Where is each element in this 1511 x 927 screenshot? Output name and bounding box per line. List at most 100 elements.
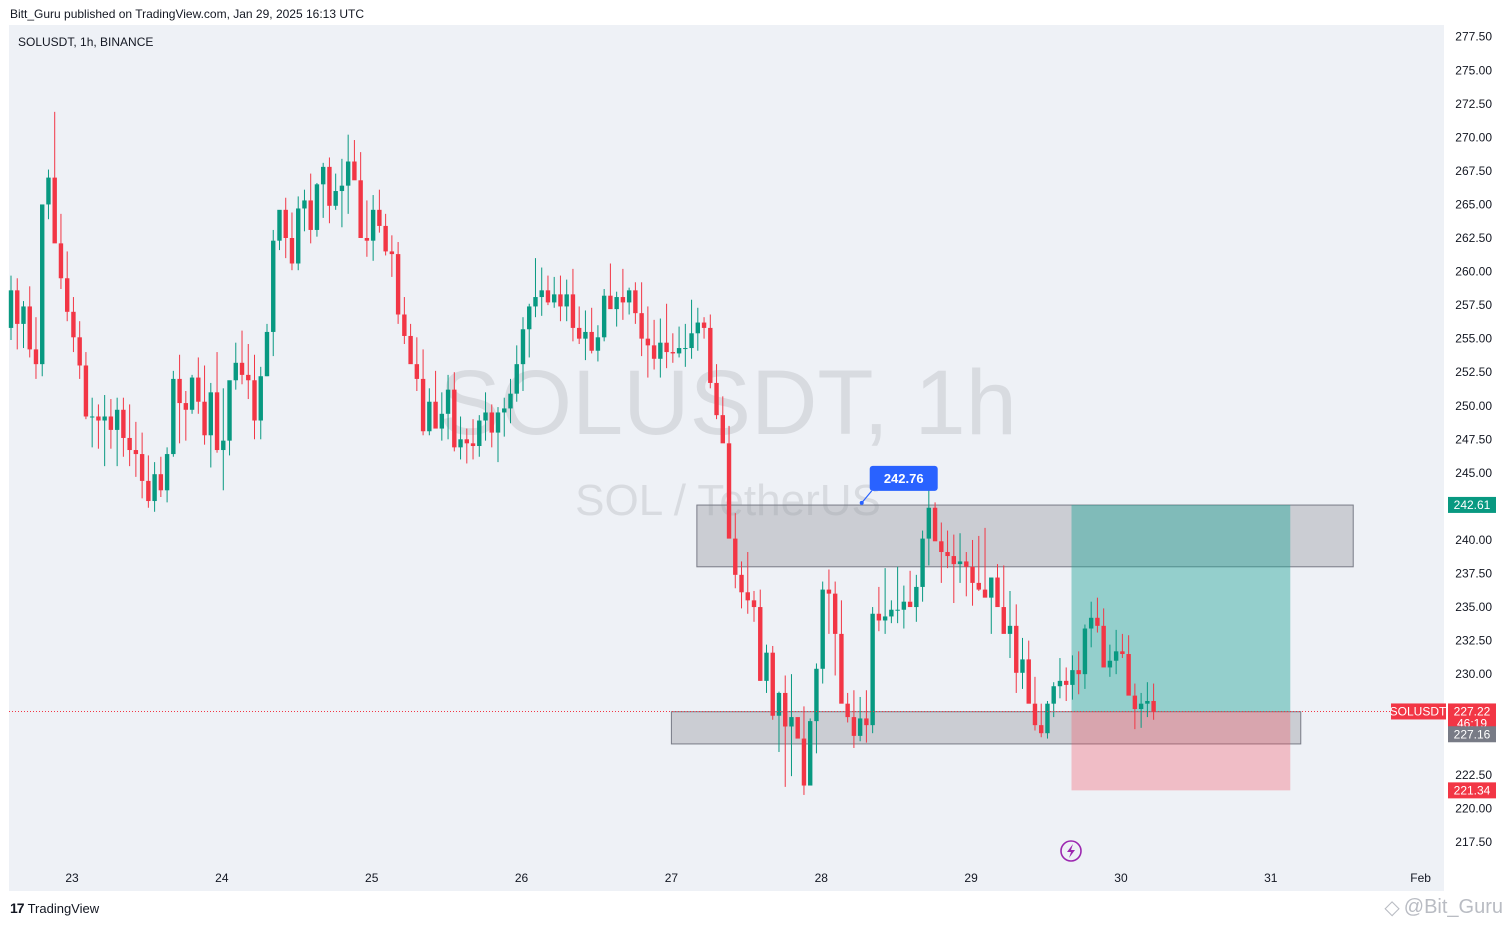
candle-body <box>420 378 426 432</box>
resistance-zone[interactable] <box>696 504 1354 568</box>
x-tick-label: 26 <box>515 871 529 885</box>
candle <box>383 213 388 256</box>
candle-body <box>1088 617 1094 629</box>
candle-body <box>133 450 139 455</box>
plot-area[interactable] <box>9 25 1444 891</box>
candle <box>33 317 39 379</box>
callout-box[interactable] <box>869 465 938 491</box>
tradingview-logo[interactable]: 17 TradingView <box>10 900 99 916</box>
candle <box>339 158 345 228</box>
candle <box>976 535 981 591</box>
candle-body <box>333 191 338 206</box>
candle <box>202 365 207 445</box>
candle <box>189 374 195 414</box>
candle-body <box>951 556 957 565</box>
candle <box>564 279 569 322</box>
candle <box>246 344 251 400</box>
candle <box>277 209 282 251</box>
candle <box>420 349 426 436</box>
candle-body <box>995 577 1000 608</box>
candle <box>626 287 632 315</box>
candle <box>870 607 875 734</box>
price-tag-value: 227.16 <box>1454 727 1491 741</box>
candle-body <box>214 392 220 451</box>
candle <box>982 527 988 598</box>
candle-body <box>264 331 270 377</box>
entry-price-label[interactable]: 227.16 <box>1448 726 1496 743</box>
candle <box>633 282 638 324</box>
candle <box>8 275 14 340</box>
bolt-icon[interactable] <box>1060 840 1082 862</box>
y-tick-label: 232.50 <box>1455 634 1492 648</box>
candle <box>427 388 432 436</box>
y-tick-label: 235.00 <box>1455 600 1492 614</box>
y-tick-label: 272.50 <box>1455 97 1492 111</box>
support-zone[interactable] <box>670 711 1302 745</box>
candle <box>21 301 26 349</box>
price-axis[interactable]: 277.50 275.00 272.50 270.00 267.50 265.00 262.… <box>1455 30 1492 849</box>
candle-body <box>839 633 844 704</box>
candle-body <box>296 208 301 264</box>
candle-body <box>901 601 907 610</box>
candle <box>857 696 863 742</box>
candle-body <box>77 337 82 366</box>
candle-body <box>658 342 663 359</box>
candle <box>739 561 744 609</box>
target-price-label[interactable]: 242.61 <box>1448 496 1496 513</box>
candle <box>271 229 276 357</box>
candle <box>864 690 869 743</box>
candle <box>939 522 944 583</box>
x-tick-label: 24 <box>215 871 229 885</box>
time-axis[interactable]: 23 24 25 26 27 28 29 30 31 Feb <box>65 871 1431 885</box>
candle-body <box>483 412 488 421</box>
candle-body <box>427 401 432 432</box>
target-zone[interactable] <box>1071 504 1291 712</box>
candle-body <box>477 420 482 447</box>
candle <box>589 307 594 354</box>
y-tick-label: 222.50 <box>1455 768 1492 782</box>
candle-body <box>283 209 288 238</box>
candle <box>1138 692 1144 728</box>
candle <box>914 574 919 622</box>
candle-body <box>520 329 526 365</box>
candle <box>832 581 838 676</box>
candle-body <box>957 561 963 565</box>
candle-body <box>889 609 894 617</box>
candle-body <box>826 589 832 594</box>
candle-body <box>239 362 245 375</box>
candle <box>489 404 494 448</box>
candle <box>133 421 139 477</box>
candle-body <box>695 322 701 334</box>
candle <box>1057 658 1063 699</box>
diamond-icon: ◇ <box>1384 897 1400 919</box>
candle-body <box>64 278 70 312</box>
candle <box>801 706 807 795</box>
candle <box>171 370 176 457</box>
stop-zone[interactable] <box>1071 711 1291 791</box>
candle <box>108 399 114 449</box>
candle-body <box>814 668 819 722</box>
candle <box>901 585 907 629</box>
candle-body <box>552 294 557 303</box>
candle <box>595 325 601 362</box>
candle-body <box>227 380 232 441</box>
candle-body <box>564 294 569 307</box>
candle-body <box>96 416 101 421</box>
candle <box>1082 624 1088 689</box>
candle-body <box>570 294 576 328</box>
candle-body <box>89 416 95 418</box>
author-handle: @Bit_Guru <box>1403 896 1503 918</box>
candle <box>945 530 950 569</box>
candle <box>708 314 713 389</box>
candle <box>608 263 613 310</box>
candle-body <box>452 389 457 448</box>
stop-price-label[interactable]: 221.34 <box>1448 782 1496 799</box>
candle-body <box>114 409 120 430</box>
candle <box>58 213 64 289</box>
candle <box>758 589 763 681</box>
candle-body <box>1014 625 1019 673</box>
candle <box>733 513 738 589</box>
candle-body <box>277 209 282 241</box>
candle <box>620 268 626 320</box>
